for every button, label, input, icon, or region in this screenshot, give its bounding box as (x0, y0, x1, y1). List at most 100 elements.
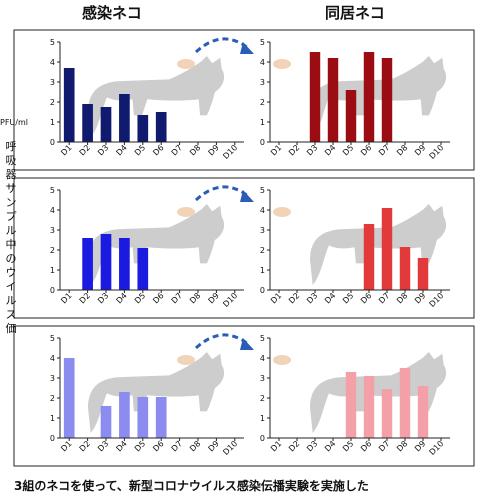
x-tick-label: D2 (78, 291, 92, 305)
x-tick-label: D9 (413, 143, 427, 157)
y-axis-label: 呼吸器サンプル中のウイルス価 (5, 140, 17, 335)
food-bowl-icon (177, 355, 195, 365)
x-tick-label: D8 (395, 291, 409, 305)
arrow-head (240, 338, 254, 350)
y-tick-label: 1 (260, 266, 265, 275)
x-tick-label: D7 (377, 439, 391, 453)
arrow-curve (194, 37, 249, 54)
bar-D5 (137, 248, 149, 290)
bar-D5 (137, 397, 149, 438)
y-tick-label: 5 (50, 38, 55, 47)
x-tick-label: D10 (427, 143, 445, 161)
infected-header: 感染ネコ (82, 4, 142, 22)
x-tick-label: D4 (114, 291, 128, 305)
food-bowl-icon (273, 59, 291, 69)
bar-D9 (417, 386, 429, 438)
y-tick-label: 0 (50, 434, 55, 443)
x-tick-label: D7 (170, 291, 184, 305)
panel-row3-cohoused: 0 1 2 3 4 5 D1 D2 D3 D4 D5 D6 D7 D8 D9 D10 (260, 334, 450, 457)
cat-silhouette-icon (310, 352, 447, 433)
bar-D7 (381, 389, 393, 438)
x-tick-label: D10 (221, 439, 239, 457)
curved-arrow-icon (194, 37, 254, 54)
food-bowl-icon (177, 59, 195, 69)
row-frame-2 (13, 177, 475, 319)
panel-row2-cohoused: 0 1 2 3 4 5 D1 D2 D3 D4 D5 D6 D7 D8 D9 D10 (260, 186, 450, 309)
x-tick-label: D3 (96, 143, 110, 157)
curved-arrow-icon (194, 185, 254, 202)
y-tick-label: 1 (50, 266, 55, 275)
y-tick-label: 4 (50, 206, 55, 215)
arrow-head (240, 42, 254, 54)
arrow-curve (194, 185, 249, 202)
x-tick-label: D7 (170, 143, 184, 157)
bar-D2 (82, 238, 93, 290)
bar-D5 (345, 90, 357, 142)
y-tick-label: 1 (50, 118, 55, 127)
x-tick-label: D8 (188, 439, 202, 453)
x-tick-label: D8 (395, 439, 409, 453)
y-tick-label: 2 (260, 394, 265, 403)
x-tick-label: D1 (59, 143, 73, 157)
bar-D3 (100, 406, 112, 438)
x-tick-label: D8 (395, 143, 409, 157)
x-tick-label: D5 (341, 291, 355, 305)
x-tick-label: D2 (287, 291, 301, 305)
cat-silhouette-icon (88, 204, 225, 285)
y-tick-label: 3 (50, 226, 55, 235)
bar-D4 (119, 94, 130, 142)
bar-D7 (381, 58, 393, 142)
y-tick-label: 3 (50, 374, 55, 383)
x-tick-label: D6 (151, 439, 165, 453)
x-tick-label: D7 (377, 291, 391, 305)
x-tick-label: D8 (188, 143, 202, 157)
bar-D7 (381, 208, 393, 290)
y-axis-unit: PFU/ml (0, 118, 28, 127)
cohoused-header: 同居ネコ (325, 4, 385, 22)
y-tick-label: 2 (260, 246, 265, 255)
bar-D5 (345, 372, 357, 438)
bar-D6 (155, 397, 167, 438)
y-tick-label: 3 (260, 226, 265, 235)
y-tick-label: 4 (50, 58, 55, 67)
x-tick-label: D1 (269, 291, 283, 305)
x-tick-label: D10 (221, 143, 239, 161)
x-tick-label: D5 (341, 439, 355, 453)
x-tick-label: D8 (188, 291, 202, 305)
panel-row1-cohoused: 0 1 2 3 4 5 D1 D2 D3 D4 D5 D6 D7 D8 D9 D10 (260, 38, 450, 161)
panel-row3-infected: 0 1 2 3 4 5 D1 D2 D3 D4 D5 D6 D7 D8 D9 D10 (50, 334, 244, 457)
y-tick-label: 5 (260, 38, 265, 47)
x-tick-label: D9 (206, 291, 220, 305)
x-tick-label: D9 (206, 439, 220, 453)
bar-D4 (119, 238, 130, 290)
x-tick-label: D5 (341, 143, 355, 157)
y-tick-label: 5 (260, 186, 265, 195)
y-tick-label: 2 (50, 394, 55, 403)
row-frame-1 (13, 29, 475, 171)
panel-row2-infected: 0 1 2 3 4 5 D1 D2 D3 D4 D5 D6 D7 D8 D9 D10 (50, 186, 244, 309)
y-tick-label: 4 (50, 354, 55, 363)
x-tick-label: D9 (206, 143, 220, 157)
x-tick-label: D6 (151, 291, 165, 305)
food-bowl-icon (273, 355, 291, 365)
x-tick-label: D4 (323, 143, 337, 157)
x-tick-label: D1 (59, 439, 73, 453)
cat-silhouette-icon (310, 204, 447, 285)
curved-arrow-icon (194, 333, 254, 350)
x-tick-label: D5 (133, 291, 147, 305)
y-tick-label: 2 (260, 98, 265, 107)
bar-D4 (327, 58, 339, 142)
x-tick-label: D4 (323, 291, 337, 305)
y-tick-label: 5 (50, 334, 55, 343)
y-tick-label: 2 (50, 246, 55, 255)
x-tick-label: D6 (359, 439, 373, 453)
y-tick-label: 3 (50, 78, 55, 87)
x-tick-label: D9 (413, 291, 427, 305)
bar-D2 (82, 104, 93, 142)
x-tick-label: D1 (59, 291, 73, 305)
bar-D9 (417, 258, 429, 290)
x-tick-label: D2 (287, 143, 301, 157)
x-tick-label: D10 (427, 439, 445, 457)
x-tick-label: D4 (114, 143, 128, 157)
y-tick-label: 5 (260, 334, 265, 343)
